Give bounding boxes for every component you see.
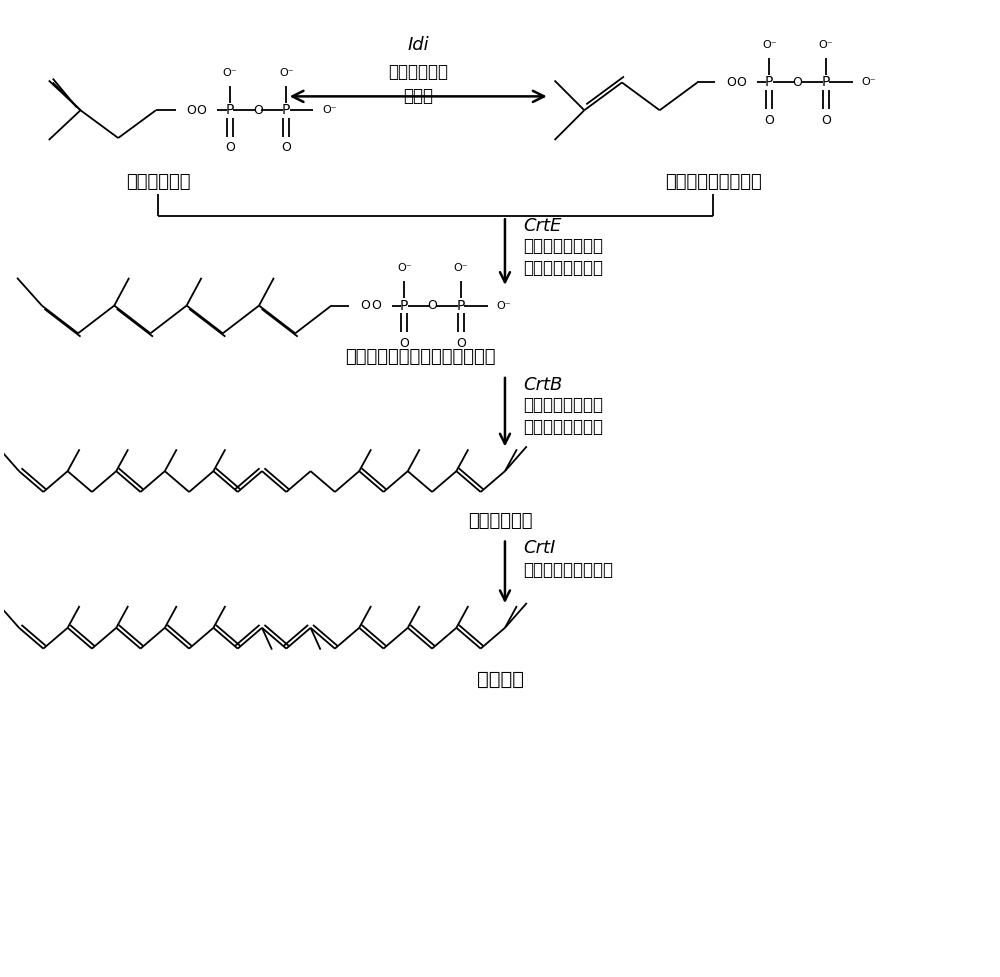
Text: O⁻: O⁻ xyxy=(818,40,833,50)
Text: O: O xyxy=(428,299,438,312)
Text: 番茄红素: 番茄红素 xyxy=(477,670,524,689)
Text: O: O xyxy=(456,337,466,350)
Text: O: O xyxy=(225,142,235,154)
Text: O: O xyxy=(793,76,802,89)
Text: O: O xyxy=(821,113,831,127)
Text: O: O xyxy=(187,104,197,117)
Text: 牻牛儿基牻牛儿基焦磷酸焦磷酸: 牻牛儿基牻牛儿基焦磷酸焦磷酸 xyxy=(345,348,496,366)
Text: P: P xyxy=(765,75,773,90)
Text: 异戊烯焦磷酸: 异戊烯焦磷酸 xyxy=(126,173,190,191)
Text: O: O xyxy=(197,104,206,117)
Text: 异构酶: 异构酶 xyxy=(403,87,433,106)
Text: O: O xyxy=(399,337,409,350)
Text: 异戊烯焦磷酸: 异戊烯焦磷酸 xyxy=(388,63,448,80)
Text: 八氢番茄红素: 八氢番茄红素 xyxy=(468,512,532,530)
Text: O⁻: O⁻ xyxy=(454,263,468,273)
Text: P: P xyxy=(226,104,234,117)
Text: P: P xyxy=(400,299,408,313)
Text: P: P xyxy=(282,104,290,117)
Text: O: O xyxy=(253,104,263,117)
Text: O⁻: O⁻ xyxy=(497,301,511,311)
Text: O: O xyxy=(764,113,774,127)
Text: 焦磷酸焦磷酸合酶: 焦磷酸焦磷酸合酶 xyxy=(523,417,603,436)
Text: O⁻: O⁻ xyxy=(279,67,294,77)
Text: O⁻: O⁻ xyxy=(397,263,412,273)
Text: 二甲基烯丙基焦磷酸: 二甲基烯丙基焦磷酸 xyxy=(665,173,762,191)
Text: 八氢番茄红素脱氢酶: 八氢番茄红素脱氢酶 xyxy=(523,562,613,579)
Text: O⁻: O⁻ xyxy=(322,106,337,115)
Text: CrtI: CrtI xyxy=(523,539,555,558)
Text: P: P xyxy=(457,299,465,313)
Text: CrtB: CrtB xyxy=(523,376,562,394)
Text: O⁻: O⁻ xyxy=(762,40,777,50)
Text: O: O xyxy=(360,299,370,312)
Text: 牻牛儿基牻牛儿基: 牻牛儿基牻牛儿基 xyxy=(523,396,603,413)
Text: O: O xyxy=(726,76,736,89)
Text: O: O xyxy=(281,142,291,154)
Text: Idi: Idi xyxy=(407,36,429,54)
Text: O: O xyxy=(736,76,746,89)
Text: 牻牛儿基牻牛儿基: 牻牛儿基牻牛儿基 xyxy=(523,237,603,255)
Text: O⁻: O⁻ xyxy=(222,67,237,77)
Text: O: O xyxy=(371,299,381,312)
Text: CrtE: CrtE xyxy=(523,217,561,235)
Text: P: P xyxy=(822,75,830,90)
Text: 焦磷酸焦磷酸合酶: 焦磷酸焦磷酸合酶 xyxy=(523,259,603,276)
Text: O⁻: O⁻ xyxy=(862,77,876,88)
